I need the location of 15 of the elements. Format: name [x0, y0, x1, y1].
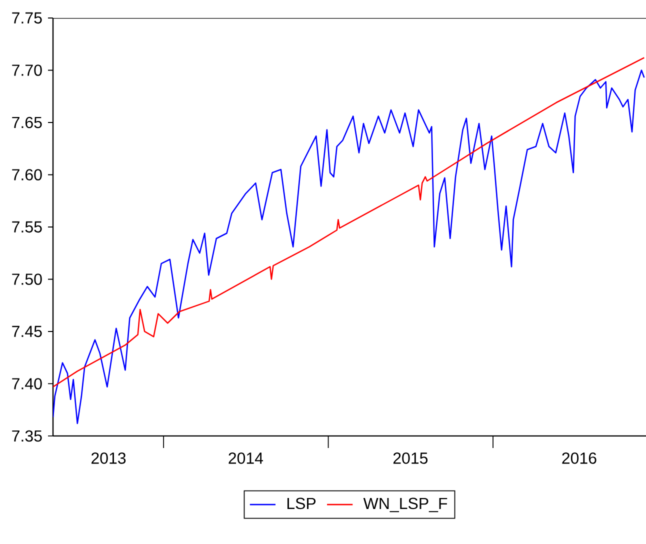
y-tick-label: 7.75	[12, 12, 42, 24]
y-tick-label: 7.60	[12, 169, 42, 180]
legend-label: LSP	[287, 498, 316, 510]
y-tick-label: 7.50	[12, 274, 42, 285]
legend-label: WN_LSP_F	[363, 498, 448, 512]
x-tick-label: 2016	[562, 452, 596, 464]
y-tick-label: 7.70	[12, 64, 42, 76]
y-tick-label: 7.55	[12, 221, 42, 233]
x-tick-label: 2015	[393, 452, 428, 464]
y-tick-label: 7.40	[12, 378, 42, 390]
x-tick-label: 2013	[92, 452, 126, 464]
x-tick-label: 2014	[228, 452, 264, 464]
y-tick-label: 7.65	[12, 116, 42, 128]
y-tick-label: 7.45	[12, 326, 42, 338]
y-tick-label: 7.35	[12, 430, 42, 442]
